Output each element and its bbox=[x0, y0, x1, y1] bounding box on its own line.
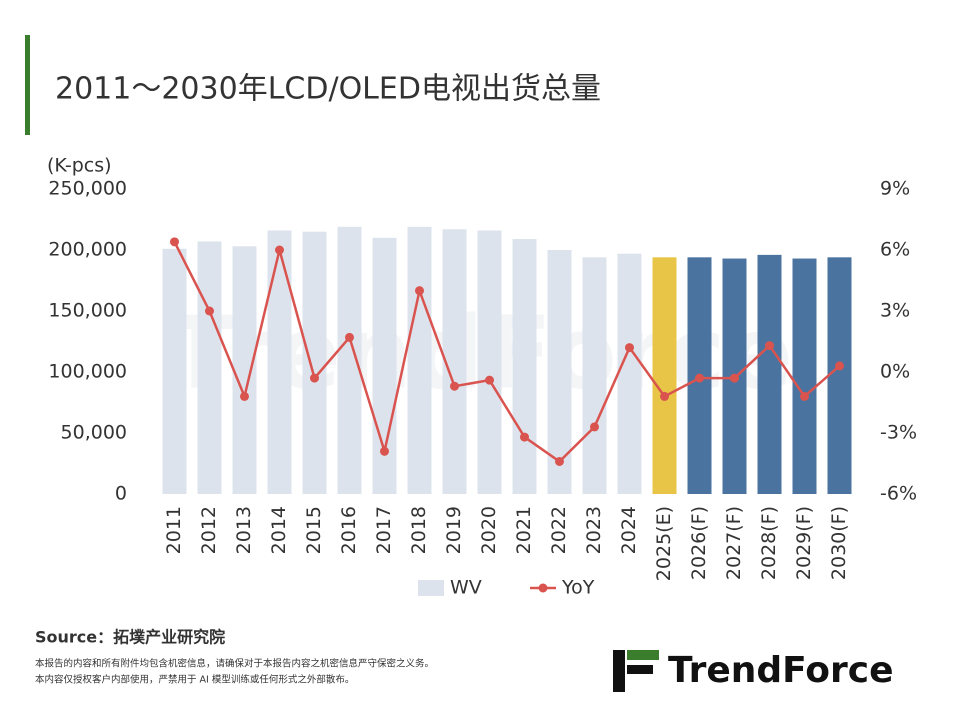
line-point bbox=[380, 446, 389, 456]
line-point bbox=[205, 306, 214, 316]
logo-icon bbox=[613, 650, 625, 692]
line-point bbox=[555, 456, 564, 466]
logo-icon bbox=[627, 650, 659, 660]
line-point bbox=[310, 373, 319, 383]
bar bbox=[197, 241, 222, 494]
x-tick-label: 2026(F) bbox=[688, 506, 710, 580]
bar bbox=[162, 248, 187, 494]
bar bbox=[512, 239, 537, 494]
y-tick-label: 0 bbox=[115, 483, 127, 505]
y-tick-label: 50,000 bbox=[61, 422, 127, 444]
line bbox=[173, 241, 841, 464]
x-tick-label: 2023 bbox=[583, 506, 605, 554]
line-point bbox=[485, 375, 494, 385]
x-tick-label: 2024 bbox=[618, 506, 640, 554]
y-tick-label: 250,000 bbox=[48, 178, 127, 200]
legend-label: WV bbox=[450, 577, 482, 599]
line-point bbox=[730, 373, 739, 383]
bar bbox=[617, 253, 642, 494]
y-axis-label: (K-pcs) bbox=[47, 155, 112, 177]
x-tick-label: 2013 bbox=[233, 506, 255, 554]
legend-swatch bbox=[418, 580, 444, 596]
bar bbox=[477, 230, 502, 495]
y-tick-label: 200,000 bbox=[48, 239, 127, 261]
legend-label: YoY bbox=[561, 577, 595, 599]
logo-icon bbox=[627, 665, 653, 674]
bar bbox=[582, 257, 607, 494]
x-tick-label: 2029(F) bbox=[793, 506, 815, 580]
disclaimer: 本内容仅授权客户内部使用，严禁用于 AI 模型训练或任何形式之外部散布。 bbox=[35, 674, 354, 686]
x-tick-label: 2020 bbox=[478, 506, 500, 554]
line-point bbox=[660, 391, 669, 401]
bar bbox=[407, 226, 432, 494]
chart-title: 2011～2030年LCD/OLED电视出货总量 bbox=[55, 72, 601, 107]
bar bbox=[827, 257, 852, 494]
source: Source：拓墣产业研究院 bbox=[35, 628, 225, 647]
x-tick-label: 2030(F) bbox=[828, 506, 850, 580]
x-tick-label: 2019 bbox=[443, 506, 465, 554]
y2-tick-label: 0% bbox=[880, 361, 910, 383]
y-tick-label: 100,000 bbox=[48, 361, 127, 383]
y2-tick-label: 6% bbox=[880, 239, 910, 261]
x-tick-label: 2015 bbox=[303, 506, 325, 554]
bar bbox=[757, 254, 782, 494]
x-tick-label: 2011 bbox=[163, 506, 185, 554]
line-point bbox=[170, 237, 179, 247]
x-tick-label: 2021 bbox=[513, 506, 535, 554]
bar bbox=[302, 231, 327, 494]
x-tick-label: 2018 bbox=[408, 506, 430, 554]
line-point bbox=[625, 343, 634, 353]
bar bbox=[232, 246, 257, 494]
x-tick-label: 2012 bbox=[198, 506, 220, 554]
x-tick-label: 2014 bbox=[268, 506, 290, 554]
x-tick-label: 2017 bbox=[373, 506, 395, 554]
y-tick-label: 150,000 bbox=[48, 300, 127, 322]
bar bbox=[792, 258, 817, 494]
x-tick-label: 2028(F) bbox=[758, 506, 780, 580]
y2-tick-label: -6% bbox=[880, 483, 917, 505]
line-point bbox=[695, 373, 704, 383]
logo: TrendForce bbox=[613, 650, 894, 692]
line-point bbox=[415, 286, 424, 296]
x-tick-label: 2022 bbox=[548, 506, 570, 554]
x-tick-label: 2027(F) bbox=[723, 506, 745, 580]
x-tick-label: 2025(E) bbox=[653, 506, 675, 581]
disclaimer: 本报告的内容和所有附件均包含机密信息，请确保对于本报告内容之机密信息严守保密之义… bbox=[35, 658, 434, 670]
legend-swatch bbox=[538, 583, 548, 593]
x-tick-label: 2016 bbox=[338, 506, 360, 554]
bar bbox=[652, 257, 677, 494]
y2-tick-label: 3% bbox=[880, 300, 910, 322]
logo-text: TrendForce bbox=[668, 650, 894, 691]
line-point bbox=[450, 381, 459, 391]
line-point bbox=[275, 245, 284, 255]
line-point bbox=[800, 391, 809, 401]
line-point bbox=[765, 341, 774, 351]
title-accent bbox=[25, 35, 30, 135]
y2-tick-label: 9% bbox=[880, 178, 910, 200]
bar bbox=[337, 226, 362, 494]
y2-tick-label: -3% bbox=[880, 422, 917, 444]
line-point bbox=[240, 391, 249, 401]
line-point bbox=[590, 422, 599, 432]
bar bbox=[267, 230, 292, 495]
line-point bbox=[520, 432, 529, 442]
line-point bbox=[835, 361, 844, 371]
line-point bbox=[345, 332, 354, 342]
